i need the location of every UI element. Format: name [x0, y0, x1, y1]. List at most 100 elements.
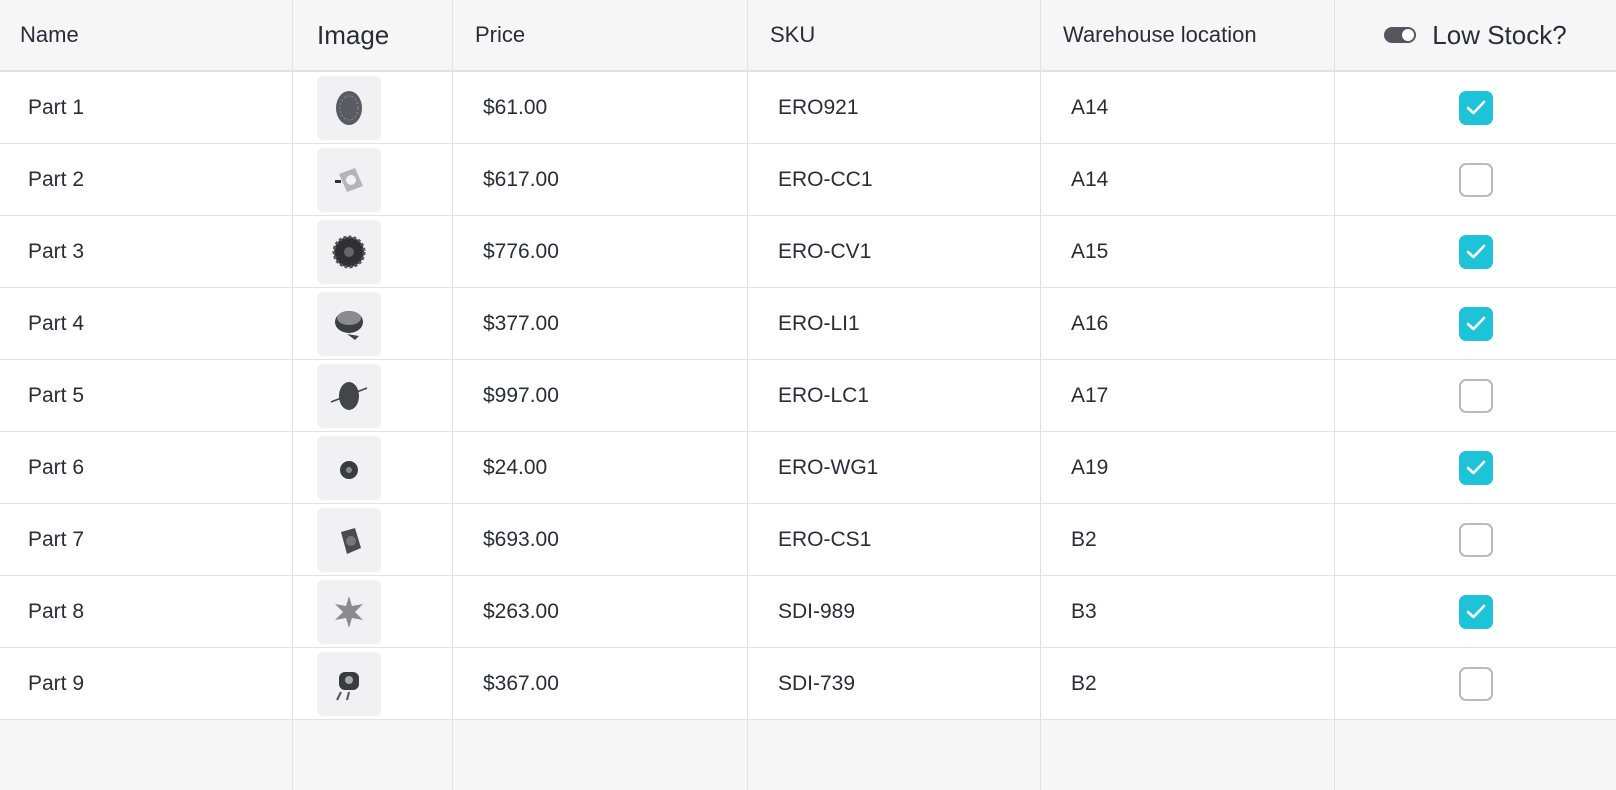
- sleeve-part-image[interactable]: [317, 291, 381, 356]
- price-value: $776.00: [483, 239, 559, 263]
- table-row[interactable]: Part 2 $617.00 ERO-CC1 A14: [0, 144, 1616, 216]
- cell-name[interactable]: Part 2: [0, 144, 293, 215]
- cell-price[interactable]: $693.00: [453, 504, 748, 575]
- cell-low-stock: [1335, 648, 1616, 719]
- cell-location[interactable]: B2: [1041, 648, 1335, 719]
- cell-low-stock: [1335, 144, 1616, 215]
- motor-part-image[interactable]: [317, 651, 381, 716]
- column-header-low-stock[interactable]: Low Stock?: [1335, 0, 1616, 70]
- table-row[interactable]: Part 5 $997.00 ERO-LC1 A17: [0, 360, 1616, 432]
- header-label: Low Stock?: [1432, 19, 1567, 50]
- sku-value: SDI-739: [778, 671, 856, 695]
- sku-value: ERO-LI1: [778, 311, 860, 335]
- part-name: Part 1: [28, 95, 85, 119]
- price-value: $617.00: [483, 167, 559, 191]
- cell-image[interactable]: [293, 648, 453, 719]
- cell-sku[interactable]: ERO-CC1: [748, 144, 1041, 215]
- cell-sku[interactable]: ERO-LC1: [748, 360, 1041, 431]
- sku-value: ERO-WG1: [778, 455, 879, 479]
- column-header-sku[interactable]: SKU: [748, 0, 1041, 70]
- cell-name[interactable]: Part 7: [0, 504, 293, 575]
- cell-price[interactable]: $617.00: [453, 144, 748, 215]
- table-row[interactable]: Part 9 $367.00 SDI-739 B2: [0, 648, 1616, 720]
- table-row[interactable]: Part 3 $776.00 ERO-CV1 A15: [0, 216, 1616, 288]
- cell-name[interactable]: Part 9: [0, 648, 293, 719]
- column-header-name[interactable]: Name: [0, 0, 293, 70]
- cell-location[interactable]: A14: [1041, 144, 1335, 215]
- part-name: Part 7: [28, 527, 85, 551]
- cell-image[interactable]: [293, 288, 453, 359]
- low-stock-checkbox[interactable]: [1458, 594, 1493, 629]
- sku-value: ERO-LC1: [778, 383, 870, 407]
- hub-part-image[interactable]: [317, 363, 381, 428]
- part-name: Part 4: [28, 311, 85, 335]
- low-stock-checkbox[interactable]: [1458, 234, 1493, 269]
- low-stock-checkbox[interactable]: [1458, 306, 1493, 341]
- header-label: Image: [317, 19, 390, 50]
- check-icon: [1466, 244, 1485, 258]
- price-value: $693.00: [483, 527, 559, 551]
- part-name: Part 3: [28, 239, 85, 263]
- cell-name[interactable]: Part 1: [0, 72, 293, 143]
- cell-location[interactable]: A15: [1041, 216, 1335, 287]
- cell-image[interactable]: [293, 432, 453, 503]
- gear-part-image[interactable]: [317, 219, 381, 284]
- low-stock-checkbox[interactable]: [1458, 378, 1493, 413]
- cell-price[interactable]: $367.00: [453, 648, 748, 719]
- bracket-part-image[interactable]: [317, 147, 381, 212]
- cell-name[interactable]: Part 8: [0, 576, 293, 647]
- cell-image[interactable]: [293, 504, 453, 575]
- cell-image[interactable]: [293, 144, 453, 215]
- cell-location[interactable]: A17: [1041, 360, 1335, 431]
- cell-price[interactable]: $377.00: [453, 288, 748, 359]
- housing-part-image[interactable]: [317, 507, 381, 572]
- cell-price[interactable]: $61.00: [453, 72, 748, 143]
- impeller-part-image[interactable]: [317, 579, 381, 644]
- cell-image[interactable]: [293, 72, 453, 143]
- cell-location[interactable]: A14: [1041, 72, 1335, 143]
- cell-image[interactable]: [293, 360, 453, 431]
- cell-location[interactable]: B2: [1041, 504, 1335, 575]
- price-value: $377.00: [483, 311, 559, 335]
- cell-location[interactable]: A19: [1041, 432, 1335, 503]
- cell-price[interactable]: $776.00: [453, 216, 748, 287]
- table-row[interactable]: Part 7 $693.00 ERO-CS1 B2: [0, 504, 1616, 576]
- cell-name[interactable]: Part 4: [0, 288, 293, 359]
- cell-name[interactable]: Part 6: [0, 432, 293, 503]
- low-stock-checkbox[interactable]: [1458, 522, 1493, 557]
- table-row[interactable]: Part 1 $61.00 ERO921 A14: [0, 72, 1616, 144]
- table-row[interactable]: Part 6 $24.00 ERO-WG1 A19: [0, 432, 1616, 504]
- cell-sku[interactable]: ERO-CS1: [748, 504, 1041, 575]
- cell-name[interactable]: Part 5: [0, 360, 293, 431]
- low-stock-checkbox[interactable]: [1458, 450, 1493, 485]
- header-label: Warehouse location: [1063, 22, 1257, 47]
- cell-price[interactable]: $24.00: [453, 432, 748, 503]
- cell-sku[interactable]: ERO921: [748, 72, 1041, 143]
- table-row[interactable]: Part 8 $263.00 SDI-989 B3: [0, 576, 1616, 648]
- column-header-location[interactable]: Warehouse location: [1041, 0, 1335, 70]
- cell-image[interactable]: [293, 576, 453, 647]
- cell-sku[interactable]: ERO-LI1: [748, 288, 1041, 359]
- cell-sku[interactable]: SDI-989: [748, 576, 1041, 647]
- cell-sku[interactable]: SDI-739: [748, 648, 1041, 719]
- wheel-part-image[interactable]: [317, 435, 381, 500]
- column-header-price[interactable]: Price: [453, 0, 748, 70]
- cell-name[interactable]: Part 3: [0, 216, 293, 287]
- cell-location[interactable]: A16: [1041, 288, 1335, 359]
- cell-sku[interactable]: ERO-CV1: [748, 216, 1041, 287]
- part-name: Part 5: [28, 383, 85, 407]
- cell-sku[interactable]: ERO-WG1: [748, 432, 1041, 503]
- low-stock-checkbox[interactable]: [1458, 666, 1493, 701]
- low-stock-checkbox[interactable]: [1458, 162, 1493, 197]
- disc-part-image[interactable]: [317, 75, 381, 140]
- low-stock-checkbox[interactable]: [1458, 90, 1493, 125]
- cell-image[interactable]: [293, 216, 453, 287]
- column-header-image[interactable]: Image: [293, 0, 453, 70]
- price-value: $997.00: [483, 383, 559, 407]
- cell-location[interactable]: B3: [1041, 576, 1335, 647]
- location-value: A19: [1071, 455, 1109, 479]
- table-row[interactable]: Part 4 $377.00 ERO-LI1 A16: [0, 288, 1616, 360]
- part-name: Part 2: [28, 167, 85, 191]
- cell-price[interactable]: $263.00: [453, 576, 748, 647]
- cell-price[interactable]: $997.00: [453, 360, 748, 431]
